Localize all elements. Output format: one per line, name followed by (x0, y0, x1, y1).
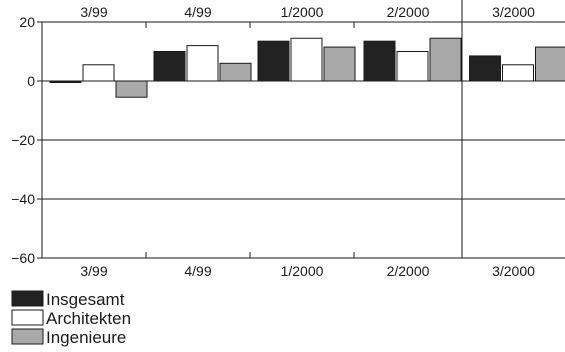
category-label-bottom: 2/2000 (387, 263, 430, 279)
bar-architekten-4-99 (186, 45, 219, 82)
bar-architekten-2-2000 (396, 51, 429, 82)
y-tick-label: −60 (11, 250, 35, 266)
legend-label-ingenieure: Ingenieure (46, 328, 126, 347)
category-label-top: 4/99 (184, 4, 211, 20)
legend-swatch-insgesamt (11, 290, 44, 307)
bar-ingenieure-2-2000 (429, 37, 462, 82)
bar-insgesamt-1-2000 (257, 40, 290, 82)
legend-swatch-architekten (11, 309, 44, 326)
x-tick-labels-bottom: 3/99 4/99 1/2000 2/2000 3/2000 (80, 263, 535, 279)
category-label-bottom: 3/99 (80, 263, 107, 279)
y-tick-labels: −60 −40 −20 0 20 (11, 14, 42, 266)
category-label-top: 1/2000 (281, 4, 324, 20)
bar-insgesamt-4-99 (153, 51, 186, 82)
bar-architekten-3-99 (82, 64, 115, 82)
category-label-top: 2/2000 (387, 4, 430, 20)
category-label-top: 3/99 (80, 4, 107, 20)
bar-ingenieure-4-99 (219, 62, 252, 82)
legend-label-architekten: Architekten (46, 309, 131, 328)
bars (49, 37, 565, 98)
y-tick-label: −20 (11, 132, 35, 148)
bar-ingenieure-1-2000 (323, 46, 356, 82)
y-tick-label: 20 (19, 14, 35, 30)
bar-architekten-3-2000 (502, 64, 534, 82)
bar-architekten-1-2000 (290, 37, 323, 82)
y-tick-label: −40 (11, 191, 35, 207)
bar-ingenieure-3-99 (115, 80, 148, 98)
category-label-bottom: 4/99 (184, 263, 211, 279)
bar-ingenieure-3-2000 (535, 46, 565, 82)
category-label-bottom: 3/2000 (492, 263, 535, 279)
bar-insgesamt-3-99 (49, 80, 82, 83)
legend-label-insgesamt: Insgesamt (46, 290, 125, 309)
bar-insgesamt-3-2000 (469, 55, 501, 82)
legend-swatch-ingenieure (11, 328, 44, 345)
category-label-bottom: 1/2000 (281, 263, 324, 279)
category-label-top: 3/2000 (492, 4, 535, 20)
x-tick-labels-top: 3/99 4/99 1/2000 2/2000 3/2000 (80, 4, 535, 20)
y-tick-label: 0 (27, 73, 35, 89)
bar-insgesamt-2-2000 (363, 40, 396, 82)
